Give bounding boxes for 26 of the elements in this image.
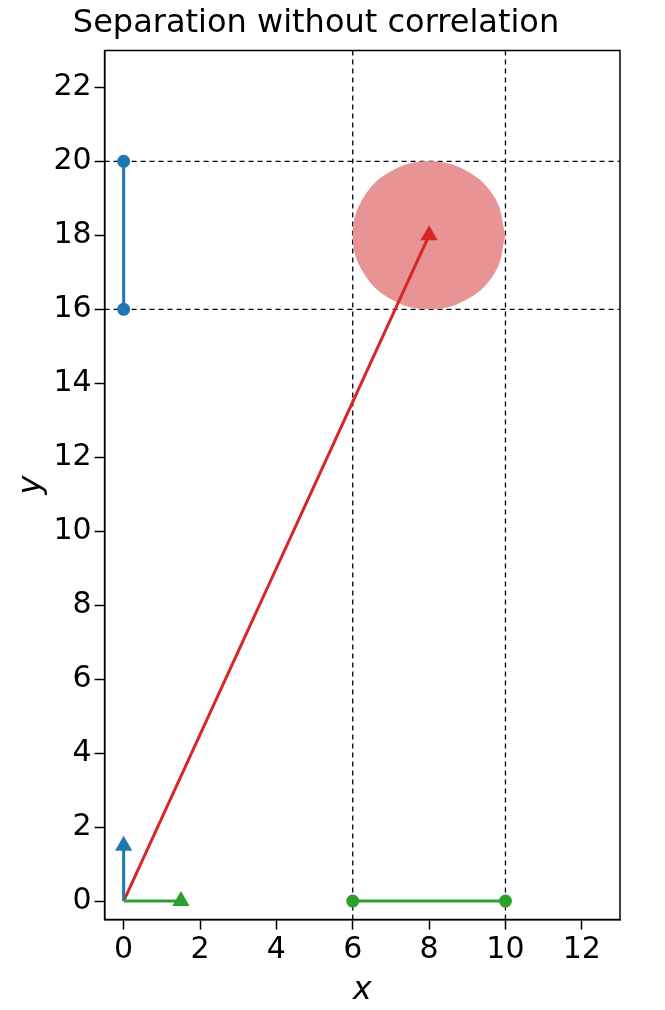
chart-title: Separation without correlation	[72, 1, 560, 40]
point	[498, 894, 512, 908]
y-tick-label: 18	[53, 215, 92, 251]
x-tick-label: 0	[114, 930, 134, 966]
y-tick-label: 8	[72, 585, 92, 621]
point	[346, 894, 360, 908]
x-tick-label: 4	[266, 930, 286, 966]
y-tick-label: 2	[72, 806, 92, 842]
y-tick-label: 16	[53, 289, 92, 325]
y-tick-label: 4	[72, 732, 92, 768]
x-axis-title: x	[351, 969, 373, 1008]
x-tick-label: 12	[562, 930, 601, 966]
y-tick-label: 6	[72, 658, 92, 694]
x-tick-label: 2	[190, 930, 210, 966]
y-tick-label: 10	[53, 511, 92, 547]
x-tick-label: 6	[343, 930, 363, 966]
x-tick-label: 8	[419, 930, 439, 966]
y-axis-title: y	[9, 474, 48, 496]
x-tick-label: 10	[486, 930, 525, 966]
y-tick-label: 0	[72, 880, 92, 916]
point	[117, 154, 131, 168]
point	[117, 302, 131, 316]
y-tick-label: 22	[53, 67, 92, 103]
y-tick-label: 14	[53, 363, 92, 399]
y-tick-label: 12	[53, 437, 92, 473]
y-tick-label: 20	[53, 141, 92, 177]
